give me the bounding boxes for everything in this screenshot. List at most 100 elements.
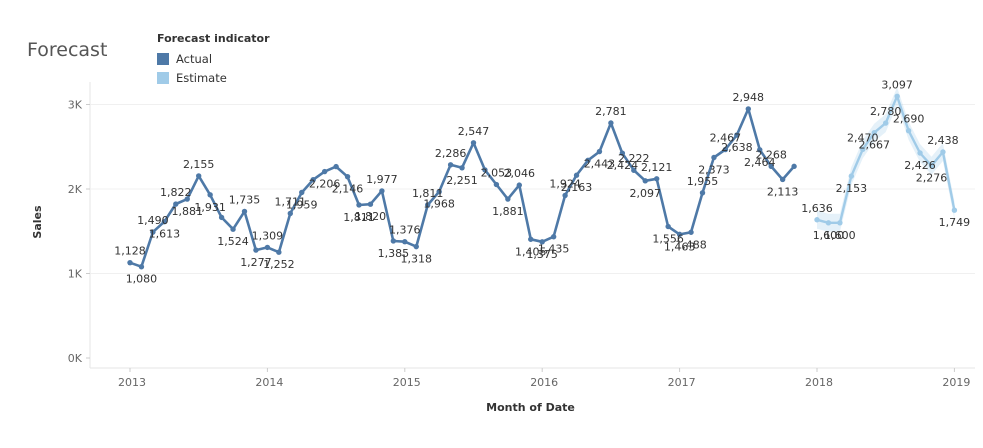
data-point-actual[interactable]: [333, 163, 339, 170]
data-point-actual[interactable]: [402, 239, 408, 245]
data-point-actual[interactable]: [654, 176, 660, 182]
data-label-actual: 1,309: [252, 229, 284, 242]
legend-item-estimate[interactable]: Estimate: [157, 68, 270, 87]
data-point-actual[interactable]: [493, 181, 500, 188]
data-point-estimate[interactable]: [848, 173, 855, 179]
data-point-actual[interactable]: [173, 201, 179, 207]
data-point-estimate[interactable]: [814, 217, 820, 223]
data-point-actual[interactable]: [321, 168, 328, 175]
data-label-actual: 1,711: [275, 195, 307, 208]
data-label-actual: 1,252: [263, 258, 295, 271]
data-point-actual[interactable]: [550, 234, 557, 240]
data-point-actual[interactable]: [505, 196, 511, 202]
data-point-actual[interactable]: [379, 188, 385, 194]
data-point-actual[interactable]: [207, 192, 213, 198]
data-point-estimate[interactable]: [940, 149, 946, 155]
data-point-actual[interactable]: [310, 177, 316, 183]
data-point-actual[interactable]: [516, 182, 522, 188]
data-point-estimate[interactable]: [928, 162, 935, 169]
data-point-actual[interactable]: [699, 190, 706, 196]
data-point-actual[interactable]: [241, 208, 248, 215]
data-point-actual[interactable]: [287, 210, 293, 217]
data-point-actual[interactable]: [447, 162, 454, 168]
data-label-actual: 1,080: [126, 273, 158, 286]
data-point-actual[interactable]: [608, 120, 614, 126]
data-point-actual[interactable]: [127, 259, 133, 266]
data-point-actual[interactable]: [791, 163, 797, 170]
data-point-actual[interactable]: [745, 106, 751, 112]
data-point-actual[interactable]: [711, 154, 717, 161]
data-point-estimate[interactable]: [837, 220, 843, 226]
data-label-actual: 2,121: [641, 161, 673, 174]
y-tick-label: 2K: [68, 183, 83, 196]
data-label-estimate: 2,438: [927, 134, 959, 147]
data-label-actual: 2,424: [607, 159, 639, 172]
y-tick-label: 0K: [68, 352, 83, 365]
data-point-actual[interactable]: [413, 243, 419, 250]
data-label-actual: 2,467: [710, 132, 742, 145]
data-point-actual[interactable]: [276, 249, 282, 255]
data-label-actual: 2,251: [446, 174, 478, 187]
data-point-actual[interactable]: [562, 192, 568, 199]
data-point-actual[interactable]: [367, 201, 374, 207]
data-point-actual[interactable]: [356, 202, 362, 208]
data-label-actual: 1,959: [286, 198, 318, 211]
data-point-actual[interactable]: [150, 229, 156, 235]
data-point-actual[interactable]: [631, 167, 637, 173]
data-point-actual[interactable]: [138, 264, 145, 270]
data-point-actual[interactable]: [585, 157, 591, 163]
data-point-actual[interactable]: [596, 148, 603, 155]
data-point-actual[interactable]: [642, 178, 648, 184]
data-point-actual[interactable]: [528, 236, 534, 242]
data-point-estimate[interactable]: [917, 150, 923, 156]
data-point-actual[interactable]: [573, 172, 580, 178]
data-point-estimate[interactable]: [951, 207, 958, 213]
data-point-actual[interactable]: [734, 132, 740, 138]
data-point-estimate[interactable]: [860, 146, 866, 152]
x-tick-label: 2018: [805, 376, 833, 389]
data-label-actual: 1,435: [538, 243, 570, 256]
data-label-actual: 2,155: [183, 158, 215, 171]
data-point-actual[interactable]: [184, 196, 190, 202]
data-point-actual[interactable]: [390, 238, 397, 244]
data-point-actual[interactable]: [676, 231, 683, 238]
data-point-estimate[interactable]: [825, 220, 832, 226]
data-point-actual[interactable]: [768, 163, 774, 170]
x-tick-label: 2019: [942, 376, 970, 389]
data-label-actual: 2,948: [733, 91, 765, 104]
data-label-actual: 1,822: [160, 186, 192, 199]
data-point-actual[interactable]: [482, 167, 488, 173]
data-point-actual[interactable]: [619, 150, 626, 156]
data-point-actual[interactable]: [459, 165, 465, 171]
data-point-actual[interactable]: [779, 176, 786, 183]
data-point-actual[interactable]: [470, 140, 477, 146]
data-point-actual[interactable]: [436, 189, 442, 195]
data-label-actual: 1,556: [652, 233, 684, 246]
legend-item-actual[interactable]: Actual: [157, 49, 270, 68]
data-point-estimate[interactable]: [883, 120, 889, 126]
data-point-actual[interactable]: [722, 146, 729, 153]
data-point-actual[interactable]: [230, 226, 236, 232]
data-point-actual[interactable]: [196, 173, 202, 179]
data-point-actual[interactable]: [539, 239, 545, 245]
data-point-estimate[interactable]: [894, 93, 900, 100]
data-label-actual: 1,463: [664, 240, 696, 253]
data-point-actual[interactable]: [264, 244, 271, 251]
data-label-actual: 1,524: [217, 235, 249, 248]
data-point-actual[interactable]: [425, 202, 431, 208]
data-point-actual[interactable]: [253, 247, 259, 253]
data-label-actual: 1,881: [172, 205, 204, 218]
data-point-actual[interactable]: [161, 219, 168, 225]
data-point-actual[interactable]: [344, 173, 351, 180]
data-point-estimate[interactable]: [871, 129, 877, 136]
data-point-actual[interactable]: [299, 189, 305, 196]
data-label-actual: 1,924: [549, 177, 581, 190]
data-point-actual[interactable]: [218, 214, 225, 221]
data-point-actual[interactable]: [688, 229, 694, 235]
data-point-actual[interactable]: [665, 223, 671, 230]
data-point-estimate[interactable]: [905, 127, 912, 134]
data-label-actual: 1,931: [194, 201, 226, 214]
data-label-estimate: 1,600: [824, 229, 856, 242]
data-label-estimate: 1,636: [801, 202, 833, 215]
data-point-actual[interactable]: [757, 147, 763, 153]
